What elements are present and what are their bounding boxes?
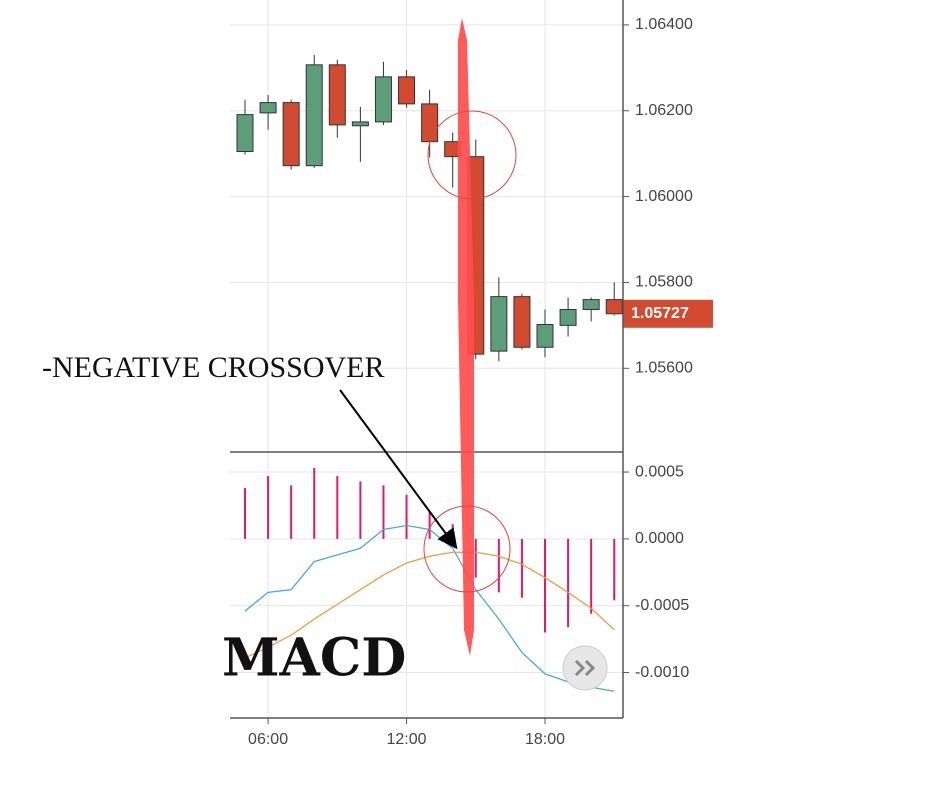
candle-body bbox=[328, 64, 346, 126]
candle-body bbox=[374, 76, 392, 123]
x-tick-label: 06:00 bbox=[248, 731, 288, 748]
highlight-band bbox=[458, 18, 474, 656]
y-tick-label: 1.05600 bbox=[635, 360, 693, 377]
candle-body bbox=[536, 324, 554, 348]
annotation-arrow bbox=[339, 389, 458, 550]
candle-body bbox=[582, 299, 600, 310]
y-tick-label: 1.06200 bbox=[635, 102, 693, 119]
candle-body bbox=[513, 296, 531, 348]
highlight-circle bbox=[423, 505, 511, 593]
highlight-circle bbox=[427, 110, 517, 200]
y-tick-label: 1.05800 bbox=[635, 274, 693, 291]
chart-title: MACD bbox=[222, 628, 406, 689]
candle-body bbox=[490, 296, 508, 352]
line bbox=[244, 524, 615, 692]
candle-body bbox=[351, 121, 369, 127]
line bbox=[244, 551, 615, 659]
y-tick-label: 1.06400 bbox=[635, 16, 693, 33]
y-tick-label: 0.0000 bbox=[635, 530, 684, 547]
y-tick-label: -0.0005 bbox=[635, 597, 689, 614]
candle-body bbox=[421, 103, 439, 143]
last-price-box bbox=[623, 299, 713, 328]
candle-body bbox=[398, 76, 416, 105]
y-tick-label: 0.0005 bbox=[635, 463, 684, 480]
y-tick-label: 1.06000 bbox=[635, 188, 693, 205]
candle-body bbox=[236, 114, 254, 153]
y-tick-label: -0.0010 bbox=[635, 664, 689, 681]
candle-body bbox=[282, 102, 300, 167]
marks bbox=[236, 54, 713, 692]
x-tick-label: 12:00 bbox=[387, 731, 427, 748]
candle-body bbox=[559, 308, 577, 326]
x-tick-label: 18:00 bbox=[525, 731, 565, 748]
annotation: -NEGATIVE CROSSOVER bbox=[42, 351, 385, 384]
last-price-label: 1.05727 bbox=[631, 305, 689, 322]
candle-body bbox=[259, 102, 277, 114]
scroll-button[interactable] bbox=[562, 645, 608, 691]
candle-body bbox=[605, 299, 623, 315]
candle-body bbox=[305, 64, 323, 167]
